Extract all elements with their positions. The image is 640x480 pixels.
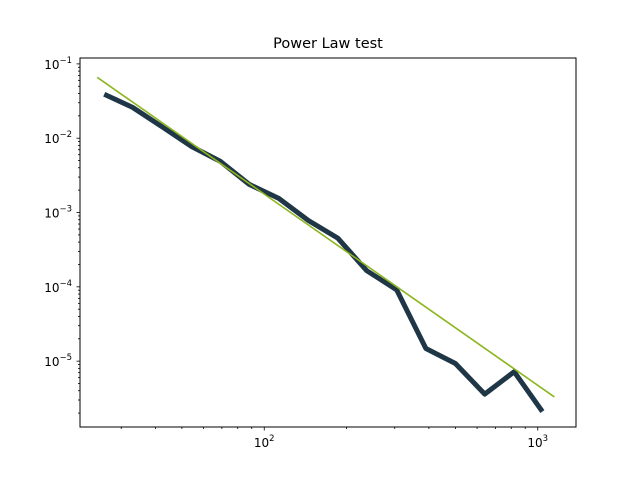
tick-layer: 102 103 10−5 10−4 10−3 10−2 10−1: [44, 56, 548, 450]
y-tick-label: 10−3: [44, 205, 72, 221]
y-tick-label: 10−5: [44, 353, 72, 369]
x-tick-label: 102: [254, 434, 275, 450]
y-tick-label: 10−2: [44, 130, 72, 146]
data-series-line: [103, 92, 545, 413]
x-tick-label: 103: [527, 434, 548, 450]
y-tick-label: 10−1: [44, 56, 72, 72]
series-layer: [96, 76, 555, 413]
fit-line: [96, 76, 555, 398]
chart-title: Power Law test: [273, 36, 383, 52]
y-tick-label: 10−4: [44, 279, 72, 295]
plot-frame: [79, 57, 577, 428]
